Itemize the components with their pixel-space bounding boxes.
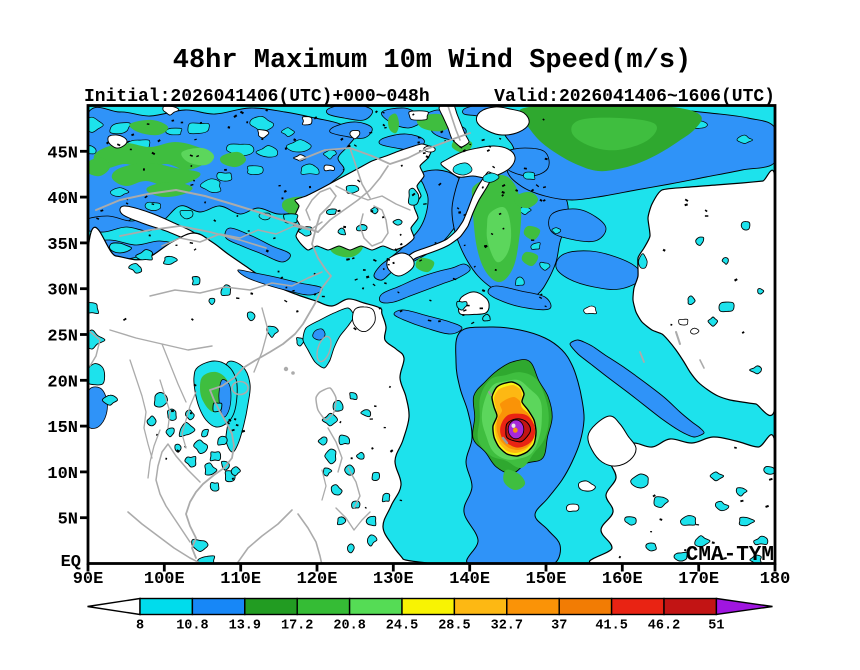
svg-text:40N: 40N xyxy=(47,190,78,209)
svg-text:160E: 160E xyxy=(602,570,643,589)
svg-text:180: 180 xyxy=(760,570,791,589)
svg-text:140E: 140E xyxy=(449,570,490,589)
svg-text:100E: 100E xyxy=(144,570,185,589)
svg-text:Valid:2026041406~1606(UTC): Valid:2026041406~1606(UTC) xyxy=(494,87,775,107)
svg-text:5N: 5N xyxy=(58,511,78,530)
svg-text:30N: 30N xyxy=(47,282,78,301)
svg-text:35N: 35N xyxy=(47,236,78,255)
svg-text:41.5: 41.5 xyxy=(595,619,627,634)
svg-text:120E: 120E xyxy=(297,570,338,589)
svg-text:28.5: 28.5 xyxy=(438,619,470,634)
svg-text:13.9: 13.9 xyxy=(229,619,261,634)
svg-text:150E: 150E xyxy=(526,570,567,589)
svg-text:Initial:2026041406(UTC)+000~04: Initial:2026041406(UTC)+000~048h xyxy=(84,87,430,107)
svg-text:46.2: 46.2 xyxy=(648,619,680,634)
svg-text:10.8: 10.8 xyxy=(176,619,208,634)
svg-text:15N: 15N xyxy=(47,419,78,438)
svg-text:48hr Maximum 10m Wind Speed(m/: 48hr Maximum 10m Wind Speed(m/s) xyxy=(173,46,691,76)
svg-text:51: 51 xyxy=(708,619,724,634)
svg-text:17.2: 17.2 xyxy=(281,619,313,634)
svg-text:25N: 25N xyxy=(47,328,78,347)
svg-text:10N: 10N xyxy=(47,465,78,484)
svg-text:32.7: 32.7 xyxy=(491,619,523,634)
svg-text:110E: 110E xyxy=(220,570,261,589)
svg-text:90E: 90E xyxy=(73,570,104,589)
svg-text:20N: 20N xyxy=(47,373,78,392)
svg-text:EQ: EQ xyxy=(61,553,81,572)
svg-text:CMA-TYM: CMA-TYM xyxy=(686,544,774,567)
svg-text:37: 37 xyxy=(551,619,567,634)
svg-text:45N: 45N xyxy=(47,144,78,163)
svg-text:130E: 130E xyxy=(373,570,414,589)
svg-text:170E: 170E xyxy=(678,570,719,589)
svg-text:8: 8 xyxy=(136,619,144,634)
svg-text:24.5: 24.5 xyxy=(386,619,418,634)
svg-text:20.8: 20.8 xyxy=(333,619,365,634)
